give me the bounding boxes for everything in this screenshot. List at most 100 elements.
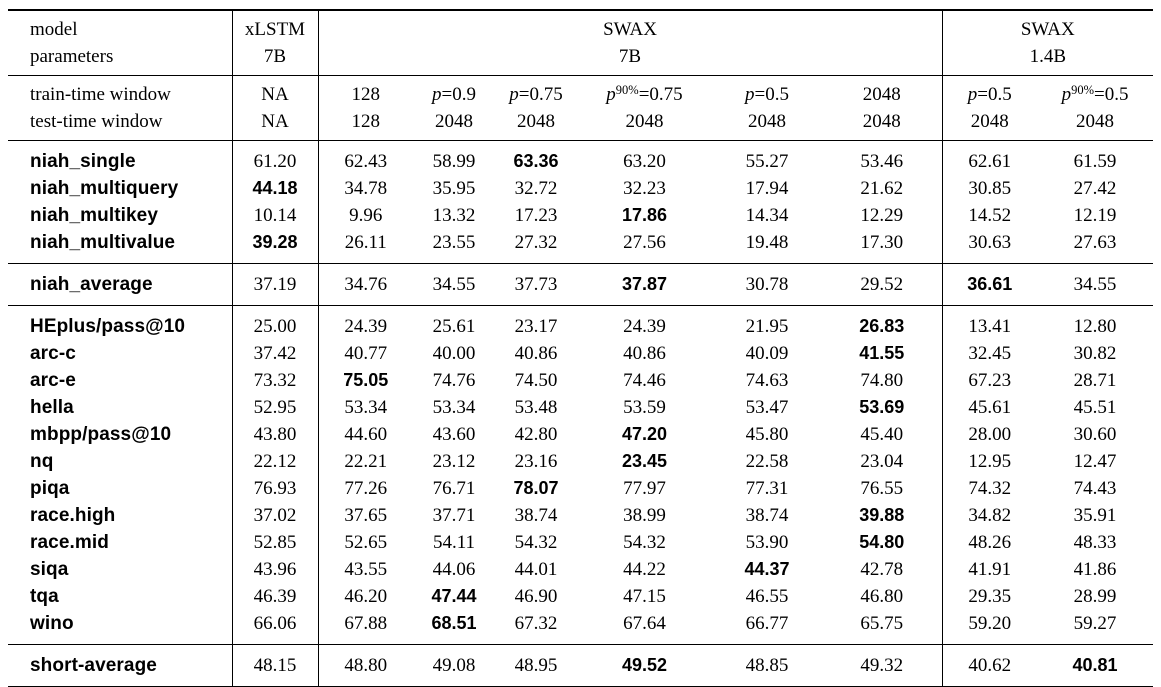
value-cell: 23.17 xyxy=(514,316,558,337)
value-cell: 48.15 xyxy=(231,644,318,687)
value-cell: 77.31 xyxy=(745,478,789,499)
value-cell: 40.62 xyxy=(941,644,1038,687)
table-row: piqa 76.93 77.26 76.71 78.07 77.97 77.31 76.55 7… xyxy=(8,475,1153,502)
table-row: niah_single 61.20 62.43 58.99 63.36 63.20 55.2… xyxy=(8,140,1153,175)
value-cell: 47.15 xyxy=(623,586,666,607)
value-cell: 14.34 xyxy=(745,205,789,226)
value-cell: 48.80 xyxy=(317,644,413,687)
value-cell: 30.63 xyxy=(941,229,1038,264)
value-cell: 47.44 xyxy=(431,586,477,606)
value-cell: 40.86 xyxy=(514,343,558,364)
table-row: niah_average 37.19 34.76 34.55 37.73 37.87 30.… xyxy=(8,263,1153,306)
value-cell: 66.06 xyxy=(231,610,318,645)
train-window-value: NA xyxy=(261,84,289,105)
value-cell: 76.55 xyxy=(860,478,904,499)
value-cell: 48.85 xyxy=(745,655,789,676)
value-cell: 53.59 xyxy=(623,397,666,418)
value-cell: 67.32 xyxy=(514,613,558,634)
value-cell: 23.55 xyxy=(432,232,476,253)
value-cell: 12.80 xyxy=(1073,316,1117,337)
table-row: nq 22.12 22.21 23.12 23.16 23.45 22.58 23.04 12.… xyxy=(8,448,1153,475)
value-cell: 53.47 xyxy=(745,397,789,418)
value-cell: 13.41 xyxy=(941,305,1038,340)
value-cell: 75.05 xyxy=(317,367,413,394)
value-cell: 43.80 xyxy=(231,421,318,448)
table-row: tqa 46.39 46.20 47.44 46.90 47.15 46.55 46.80 29… xyxy=(8,583,1153,610)
value-cell: 39.28 xyxy=(231,229,318,264)
value-cell: 37.65 xyxy=(317,502,413,529)
table-row: hella 52.95 53.34 53.34 53.48 53.59 53.47 53.69… xyxy=(8,394,1153,421)
value-cell: 52.95 xyxy=(231,394,318,421)
row-label: niah_average xyxy=(30,274,153,295)
value-cell: 45.80 xyxy=(745,424,789,445)
table-row: niah_multiquery 44.18 34.78 35.95 32.72 32.23… xyxy=(8,175,1153,202)
row-label: nq xyxy=(30,451,54,472)
row-label: arc-e xyxy=(30,370,76,391)
row-label: short-average xyxy=(30,655,157,676)
value-cell: 43.55 xyxy=(317,556,413,583)
value-cell: 36.61 xyxy=(941,263,1038,306)
value-cell: 45.61 xyxy=(941,394,1038,421)
table-row: race.high 37.02 37.65 37.71 38.74 38.99 38.74 3… xyxy=(8,502,1153,529)
test-window-value: 2048 xyxy=(517,111,555,132)
window-spec-cell: p90%=0.5 2048 xyxy=(1037,76,1153,141)
value-cell: 46.90 xyxy=(514,586,558,607)
value-cell: 37.87 xyxy=(621,274,668,294)
value-cell: 27.42 xyxy=(1073,178,1117,199)
value-cell: 44.01 xyxy=(514,559,558,580)
value-cell: 44.60 xyxy=(317,421,413,448)
value-cell: 17.94 xyxy=(745,178,789,199)
value-cell: 38.74 xyxy=(745,505,789,526)
value-cell: 54.11 xyxy=(432,532,476,553)
test-window-value: 128 xyxy=(351,111,381,132)
window-spec-cell: 2048 2048 xyxy=(822,76,942,141)
value-cell: 47.20 xyxy=(621,424,668,444)
value-cell: 45.51 xyxy=(1073,397,1117,418)
value-cell: 10.14 xyxy=(231,202,318,229)
value-cell: 40.77 xyxy=(317,340,413,367)
value-cell: 40.09 xyxy=(745,343,789,364)
value-cell: 44.37 xyxy=(744,559,790,579)
value-cell: 14.52 xyxy=(941,202,1038,229)
train-window-value: p90%=0.75 xyxy=(606,83,683,105)
row-label: siqa xyxy=(30,559,69,580)
value-cell: 23.12 xyxy=(432,451,476,472)
value-cell: 34.55 xyxy=(432,274,476,295)
section-short-average: short-average 48.15 48.80 49.08 48.95 49.52 48… xyxy=(8,644,1154,687)
value-cell: 55.27 xyxy=(745,151,789,172)
row-label: piqa xyxy=(30,478,70,499)
value-cell: 23.16 xyxy=(514,451,558,472)
table-row: short-average 48.15 48.80 49.08 48.95 49.52 48… xyxy=(8,644,1153,687)
value-cell: 54.80 xyxy=(859,532,905,552)
corner-header-model-parameters: model parameters xyxy=(8,10,232,76)
row-label: niah_multiquery xyxy=(30,178,179,199)
value-cell: 38.99 xyxy=(623,505,666,526)
value-cell: 40.00 xyxy=(432,343,476,364)
model-size: 1.4B xyxy=(1029,46,1066,67)
value-cell: 25.61 xyxy=(432,316,476,337)
train-window-value: p=0.9 xyxy=(432,84,476,105)
value-cell: 37.73 xyxy=(514,274,558,295)
value-cell: 28.99 xyxy=(1073,586,1117,607)
value-cell: 29.52 xyxy=(860,274,904,295)
value-cell: 67.23 xyxy=(941,367,1038,394)
value-cell: 27.56 xyxy=(623,232,666,253)
window-spec-cell: p=0.5 2048 xyxy=(712,76,822,141)
row-label: HEplus/pass@10 xyxy=(30,316,186,337)
value-cell: 76.93 xyxy=(231,475,318,502)
value-cell: 76.71 xyxy=(432,478,476,499)
value-cell: 38.74 xyxy=(514,505,558,526)
train-time-window-label: train-time window xyxy=(30,84,171,105)
section-niah-average: niah_average 37.19 34.76 34.55 37.73 37.87 30.… xyxy=(8,263,1154,306)
value-cell: 46.55 xyxy=(745,586,789,607)
section-niah-tasks: niah_single 61.20 62.43 58.99 63.36 63.20 55.2… xyxy=(8,140,1154,264)
value-cell: 74.50 xyxy=(514,370,558,391)
value-cell: 77.97 xyxy=(623,478,666,499)
value-cell: 41.55 xyxy=(859,343,905,363)
row-label: race.mid xyxy=(30,532,109,553)
value-cell: 62.43 xyxy=(317,140,413,175)
value-cell: 30.60 xyxy=(1073,424,1117,445)
row-label: niah_multikey xyxy=(30,205,159,226)
value-cell: 66.77 xyxy=(745,613,789,634)
